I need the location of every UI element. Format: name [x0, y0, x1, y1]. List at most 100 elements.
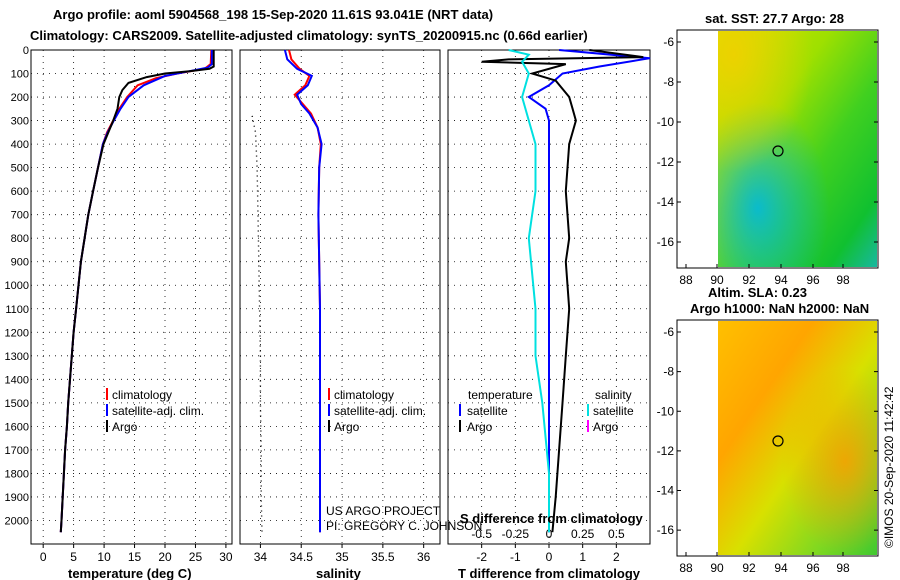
- series-temperature-argo-line: [481, 49, 644, 533]
- sal-legend-argo-swatch: [328, 420, 330, 432]
- map-lat-label: -16: [657, 235, 675, 249]
- depth-tick-label: 500: [11, 163, 29, 175]
- s-diff-tick-label: -0.5: [471, 527, 492, 541]
- header-line1: Argo profile: aoml 5904568_198 15-Sep-20…: [53, 7, 493, 22]
- map-lon-label: 94: [774, 273, 788, 287]
- imos-stamp: ©IMOS 20-Sep-2020 11:42:42: [882, 386, 896, 548]
- map-middle-title: Altim. SLA: 0.23: [708, 285, 807, 300]
- x-tick-label: 30: [219, 550, 233, 564]
- depth-tick-label: 800: [11, 233, 29, 245]
- map-top-title: sat. SST: 27.7 Argo: 28: [705, 11, 844, 26]
- x-tick-label: 10: [97, 550, 111, 564]
- depth-tick-label: 700: [11, 210, 29, 222]
- series-argo-line: [251, 115, 263, 533]
- diff-legend-tsat-label: satellite: [467, 404, 508, 418]
- map-lat-label: -14: [657, 484, 675, 498]
- x-tick-label: -2: [476, 550, 487, 564]
- map-lat-label: -6: [663, 35, 674, 49]
- diff-legend-targo-swatch: [459, 420, 461, 432]
- map-lat-label: -12: [657, 155, 675, 169]
- legend-argo-swatch: [106, 420, 108, 432]
- sal-legend-sat-label: satellite-adj. clim.: [334, 404, 426, 418]
- legend-argo-label: Argo: [112, 420, 138, 434]
- x-tick-label: 34: [254, 550, 268, 564]
- depth-tick-label: 200: [11, 92, 29, 104]
- x-tick-label: 0: [546, 550, 553, 564]
- map-lon-label: 98: [836, 273, 850, 287]
- map-lon-label: 96: [806, 561, 820, 575]
- map-lon-label: 90: [710, 273, 724, 287]
- legend-clim-swatch: [106, 388, 108, 400]
- map-lon-label: 98: [836, 561, 850, 575]
- diff-legend-ssat-swatch: [587, 404, 589, 416]
- map-bottom-title: Argo h1000: NaN h2000: NaN: [690, 301, 869, 316]
- depth-tick-label: 0: [23, 45, 29, 57]
- map-lat-label: -14: [657, 195, 675, 209]
- diff-legend-sargo-swatch: [587, 420, 589, 432]
- legend-clim-label: climatology: [112, 388, 172, 402]
- sal-legend-argo-label: Argo: [334, 420, 360, 434]
- series-satellite-adj-clim--line: [283, 49, 323, 533]
- depth-tick-label: 1600: [5, 421, 29, 433]
- temperature-panel: [30, 49, 233, 545]
- depth-tick-label: 400: [11, 139, 29, 151]
- x-tick-label: 0: [40, 550, 47, 564]
- depth-tick-label: 1400: [5, 374, 29, 386]
- map-lon-label: 90: [710, 561, 724, 575]
- map-lat-label: -16: [657, 523, 675, 537]
- sal-legend-clim-swatch: [328, 388, 330, 400]
- difference-legend: temperature salinity satellite Argo sate…: [459, 388, 634, 434]
- legend-sat-swatch: [106, 404, 108, 416]
- depth-tick-label: 2000: [5, 515, 29, 527]
- sst-argo-marker: [772, 145, 784, 157]
- sla-warm-patch: [718, 321, 877, 555]
- map-lat-label: -8: [663, 75, 674, 89]
- tdiff-xlabel: T difference from climatology: [458, 566, 641, 580]
- series-satellite-adj-clim--line: [59, 50, 213, 533]
- x-tick-label: 15: [128, 550, 142, 564]
- depth-tick-label: 900: [11, 257, 29, 269]
- x-tick-label: 5: [70, 550, 77, 564]
- depth-tick-label: 1500: [5, 398, 29, 410]
- map-lon-label: 96: [806, 273, 820, 287]
- depth-tick-label: 1000: [5, 280, 29, 292]
- x-tick-label: 1: [579, 550, 586, 564]
- series-salinity-satellite-line: [508, 49, 550, 533]
- diff-legend-targo-label: Argo: [467, 420, 493, 434]
- temperature-xlabel: temperature (deg C): [68, 566, 192, 580]
- series-argo-line: [59, 50, 215, 533]
- series-climatology-line: [59, 49, 213, 533]
- map-lon-label: 94: [774, 561, 788, 575]
- depth-tick-label: 600: [11, 186, 29, 198]
- diff-legend-sal-title: salinity: [595, 388, 632, 402]
- salinity-panel: [239, 49, 441, 545]
- sst-warm-patch: [718, 31, 877, 267]
- map-lat-label: -8: [663, 365, 674, 379]
- credit-project: US ARGO PROJECT: [326, 504, 441, 518]
- credit-pi: PI: GREGORY C. JOHNSON: [326, 519, 482, 533]
- temperature-legend: climatology satellite-adj. clim. Argo: [106, 388, 204, 434]
- x-tick-label: 2: [613, 550, 620, 564]
- map-lat-label: -12: [657, 444, 675, 458]
- series-temperature-satellite-line: [526, 49, 651, 533]
- sal-legend-sat-swatch: [328, 404, 330, 416]
- diff-legend-sargo-label: Argo: [593, 420, 619, 434]
- x-tick-label: 35: [335, 550, 349, 564]
- x-tick-label: 25: [189, 550, 203, 564]
- map-lon-label: 92: [742, 273, 756, 287]
- map-lat-label: -6: [663, 325, 674, 339]
- depth-tick-label: 1100: [5, 304, 29, 316]
- legend-sat-label: satellite-adj. clim.: [112, 404, 204, 418]
- s-diff-tick-label: 0.5: [608, 527, 625, 541]
- s-diff-tick-label: 0.25: [571, 527, 595, 541]
- x-tick-label: 20: [158, 550, 172, 564]
- x-tick-label: -1: [510, 550, 521, 564]
- salinity-legend: climatology satellite-adj. clim. Argo: [328, 388, 426, 434]
- depth-tick-label: 1900: [5, 492, 29, 504]
- diff-legend-temp-title: temperature: [468, 388, 533, 402]
- map-lon-label: 88: [679, 273, 693, 287]
- salinity-xlabel: salinity: [316, 566, 362, 580]
- diff-legend-ssat-label: satellite: [593, 404, 634, 418]
